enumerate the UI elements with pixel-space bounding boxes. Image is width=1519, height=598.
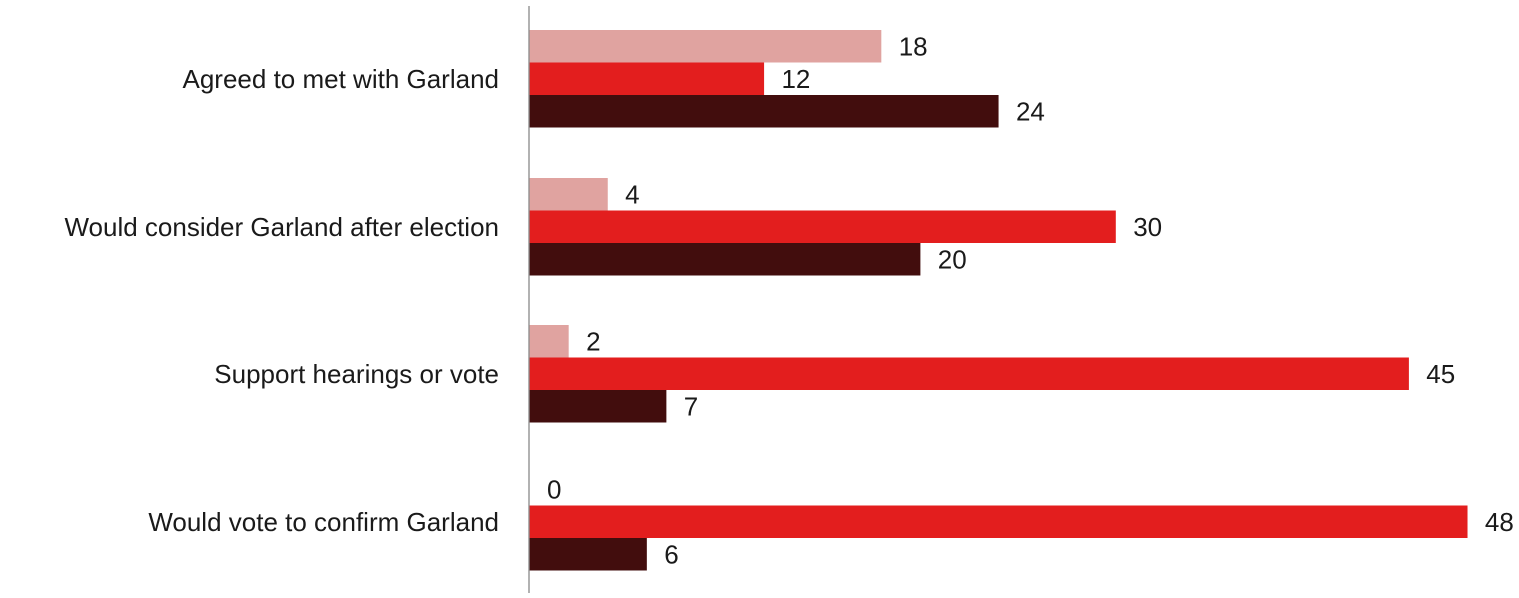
bar-series-3 xyxy=(529,390,667,423)
bar-value-label: 48 xyxy=(1485,507,1514,537)
category-label: Support hearings or vote xyxy=(214,359,499,389)
bar-value-label: 12 xyxy=(781,64,810,94)
bar-value-label: 0 xyxy=(547,474,561,504)
bar-series-2 xyxy=(529,210,1116,243)
bar-series-1 xyxy=(529,325,569,358)
bar-value-label: 6 xyxy=(664,539,678,569)
bar-series-3 xyxy=(529,95,999,128)
bar-value-label: 45 xyxy=(1426,359,1455,389)
bar-value-label: 2 xyxy=(586,326,600,356)
category-label: Would vote to confirm Garland xyxy=(148,507,499,537)
bar-series-2 xyxy=(529,357,1409,390)
bar-value-label: 18 xyxy=(899,31,928,61)
bar-series-3 xyxy=(529,243,921,276)
bar-value-label: 24 xyxy=(1016,96,1045,126)
bar-series-1 xyxy=(529,178,608,211)
bar-series-3 xyxy=(529,538,647,571)
bar-series-2 xyxy=(529,505,1468,538)
category-label: Would consider Garland after election xyxy=(64,212,499,242)
bar-series-2 xyxy=(529,62,765,95)
category-label: Agreed to met with Garland xyxy=(183,64,500,94)
bar-value-label: 7 xyxy=(684,391,698,421)
bars-layer xyxy=(529,30,1468,571)
bar-value-label: 30 xyxy=(1133,212,1162,242)
bar-value-label: 4 xyxy=(625,179,639,209)
bar-series-1 xyxy=(529,30,882,63)
bar-value-label: 20 xyxy=(938,244,967,274)
